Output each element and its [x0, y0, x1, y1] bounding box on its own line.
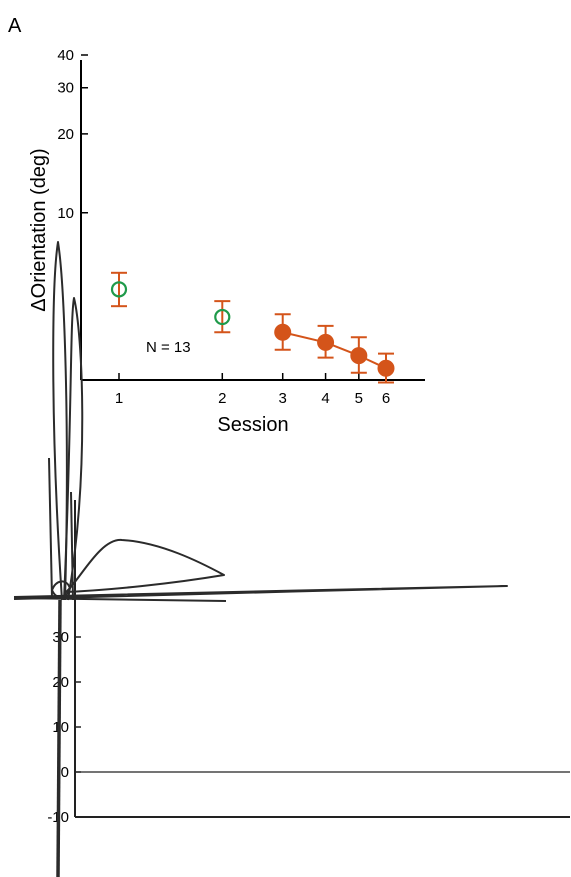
- top-y-tick-label: 10: [57, 205, 74, 222]
- filled-circle-point: [274, 323, 292, 341]
- top-y-axis-label: ΔOrientation (deg): [28, 148, 50, 311]
- top-x-tick-label: 4: [321, 390, 329, 407]
- top-x-tick-label: 2: [218, 390, 226, 407]
- vertical-stroke-right: [70, 491, 74, 601]
- open-circle-point: [110, 281, 128, 298]
- top-x-tick-label: 1: [115, 390, 123, 407]
- horizontal-stroke-mid: [13, 597, 227, 602]
- top-x-ticks: 1 2 3 4 5 6: [115, 373, 390, 407]
- top-x-tick-label: 3: [279, 390, 287, 407]
- tall-loop-2: [63, 297, 84, 601]
- vertical-stroke-left: [48, 457, 53, 599]
- wide-loop: [65, 538, 225, 593]
- small-cluster: [51, 580, 71, 599]
- sample-size-annotation: N = 13: [146, 339, 191, 356]
- filled-circle-point: [317, 333, 335, 351]
- open-circle-point: [214, 308, 231, 326]
- top-x-tick-label: 6: [382, 390, 390, 407]
- top-y-tick-label: 40: [57, 47, 74, 64]
- stroke-artifacts: [13, 241, 508, 877]
- top-x-axis-label: Session: [217, 414, 288, 436]
- long-vertical-stroke: [56, 599, 62, 877]
- top-x-tick-label: 5: [355, 390, 363, 407]
- bottom-y-tick-label: 0: [61, 764, 69, 781]
- panel-label: A: [8, 15, 22, 37]
- top-y-tick-label: 30: [57, 80, 74, 97]
- tall-loop-1: [52, 241, 68, 601]
- top-y-ticks: 10 20 30 40: [57, 47, 88, 222]
- horizontal-stroke-long: [13, 585, 508, 600]
- top-series-group: [110, 271, 395, 384]
- filled-circle-point: [350, 347, 368, 365]
- top-y-tick-label: 20: [57, 126, 74, 143]
- filled-circle-point: [377, 359, 395, 377]
- top-chart: 10 20 30 40 1 2 3 4 5 6 ΔOrientation (deg) Sessi…: [28, 47, 425, 436]
